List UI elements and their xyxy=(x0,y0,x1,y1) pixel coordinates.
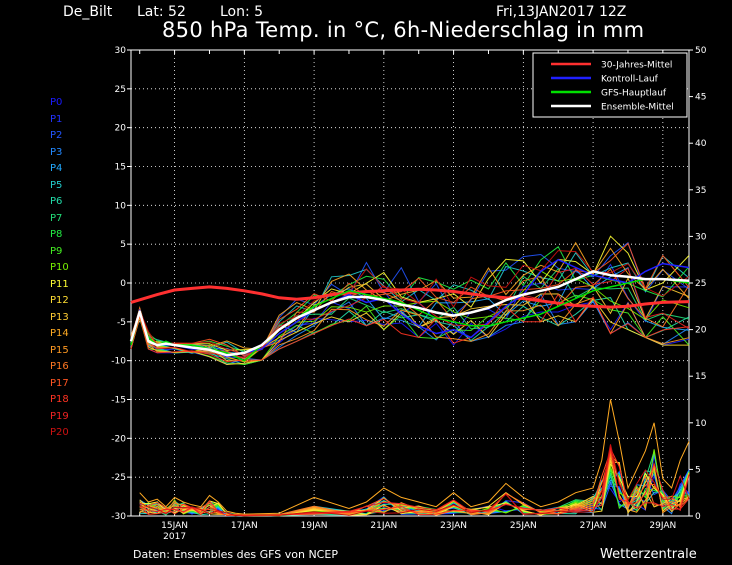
member-label-P14: P14 xyxy=(50,328,69,339)
member-label-P5: P5 xyxy=(50,179,63,191)
member-label-P10: P10 xyxy=(50,262,69,273)
member-label-P11: P11 xyxy=(50,278,69,290)
precipitation-traces xyxy=(139,399,690,517)
y2-tick-label: 25 xyxy=(695,279,706,289)
legend: 30-Jahres-Mittel Kontroll-Lauf GFS-Hauptla… xyxy=(532,52,688,118)
member-label-P20: P20 xyxy=(50,427,69,438)
member-label-P3: P3 xyxy=(50,146,63,158)
x-tick-label: 23JAN xyxy=(440,521,467,531)
member-precip-line-P16 xyxy=(139,453,690,516)
member-label-P7: P7 xyxy=(50,212,63,224)
y2-tick-label: 30 xyxy=(695,232,707,242)
series-line-30-Jahres-Mittel xyxy=(130,285,690,309)
y-tick-label: 5 xyxy=(120,240,126,250)
y-tick-label: -30 xyxy=(111,512,126,522)
grid xyxy=(131,50,689,516)
member-precip-line-P19 xyxy=(139,446,690,516)
longitude-label: Lon: 5 xyxy=(220,4,264,20)
precip-max-line xyxy=(139,399,690,515)
y2-tick-label: 0 xyxy=(695,512,701,522)
member-label-P18: P18 xyxy=(50,394,69,405)
x-tick-label: 25JAN xyxy=(510,521,537,531)
member-label-P6: P6 xyxy=(50,196,63,207)
member-temperature-line-P20 xyxy=(130,250,690,356)
y-tick-label: -20 xyxy=(111,434,126,444)
member-label-P0: P0 xyxy=(50,97,63,108)
y-tick-label: 15 xyxy=(115,163,126,173)
y2-tick-label: 40 xyxy=(695,139,707,149)
x-tick-label: 17JAN xyxy=(231,521,258,531)
ensemble-member-list: P0 P1 P2 P3 P4 P5 P6 P7 P8 P9 P10 P11 P12 P13 P14 P15 P1… xyxy=(50,95,90,442)
plot-frame xyxy=(130,49,690,517)
y-tick-label: 0 xyxy=(120,279,126,289)
member-label-P15: P15 xyxy=(50,344,69,356)
y2-tick-label: 15 xyxy=(695,372,706,382)
member-label-P4: P4 xyxy=(50,163,63,174)
model-run-label: Fri,13JAN2017 12Z xyxy=(496,4,627,20)
member-label-P13: P13 xyxy=(50,311,69,323)
x-tick-year-label: 2017 xyxy=(163,532,186,542)
member-precip-line-P18 xyxy=(139,447,690,517)
member-temperature-line-P11 xyxy=(130,235,690,351)
member-label-P16: P16 xyxy=(50,361,69,372)
station-name: De_Bilt xyxy=(63,4,113,20)
y-tick-label: -15 xyxy=(111,396,126,406)
member-temperature-line-P16 xyxy=(130,268,690,360)
member-label-P2: P2 xyxy=(50,130,63,141)
member-precip-line-P17 xyxy=(139,449,690,516)
member-label-P1: P1 xyxy=(50,113,63,125)
y-tick-label: 10 xyxy=(115,201,127,211)
x-tick-label: 27JAN xyxy=(580,521,607,531)
series-line-Ensemble-Mittel xyxy=(129,270,690,357)
member-label-P9: P9 xyxy=(50,245,63,257)
member-label-P12: P12 xyxy=(50,295,69,306)
x-tick-label: 19JAN xyxy=(301,521,328,531)
y2-tick-label: 45 xyxy=(695,93,706,103)
x-tick-label: 21JAN xyxy=(370,521,397,531)
y-tick-label: 30 xyxy=(115,46,127,56)
chart-title: 850 hPa Temp. in °C, 6h-Niederschlag in … xyxy=(162,18,645,42)
legend-label: Kontroll-Lauf xyxy=(601,75,659,85)
legend-label: 30-Jahres-Mittel xyxy=(601,61,672,71)
legend-label: GFS-Hauptlauf xyxy=(601,89,667,99)
member-label-P19: P19 xyxy=(50,410,69,422)
member-temperature-line-P14 xyxy=(130,241,690,350)
y-tick-label: -25 xyxy=(111,473,126,483)
series-line-GFS-Hauptlauf xyxy=(130,278,690,362)
member-label-P8: P8 xyxy=(50,229,63,240)
y2-tick-label: 50 xyxy=(695,46,707,56)
legend-label: Ensemble-Mittel xyxy=(601,103,674,113)
y2-tick-label: 35 xyxy=(695,186,706,196)
y2-tick-label: 10 xyxy=(695,419,707,429)
data-source-note: Daten: Ensembles des GFS von NCEP xyxy=(133,548,338,561)
member-temperature-line-P5 xyxy=(130,251,690,354)
y2-tick-label: 5 xyxy=(695,465,701,475)
x-tick-label: 29JAN xyxy=(649,521,676,531)
latitude-label: Lat: 52 xyxy=(137,4,186,20)
y-tick-label: 20 xyxy=(115,124,127,134)
series-lines xyxy=(129,258,690,362)
ensemble-spread xyxy=(130,235,690,366)
y-tick-label: 25 xyxy=(115,85,126,95)
y-tick-label: -10 xyxy=(111,357,126,367)
y2-tick-label: 20 xyxy=(695,326,707,336)
member-precip-line-P20 xyxy=(139,444,690,517)
member-precip-line-P14 xyxy=(139,455,690,517)
x-tick-label: 15JAN xyxy=(161,521,188,531)
member-label-P17: P17 xyxy=(50,377,69,389)
brand-label: Wetterzentrale xyxy=(600,547,697,562)
y-tick-label: -5 xyxy=(117,318,126,328)
